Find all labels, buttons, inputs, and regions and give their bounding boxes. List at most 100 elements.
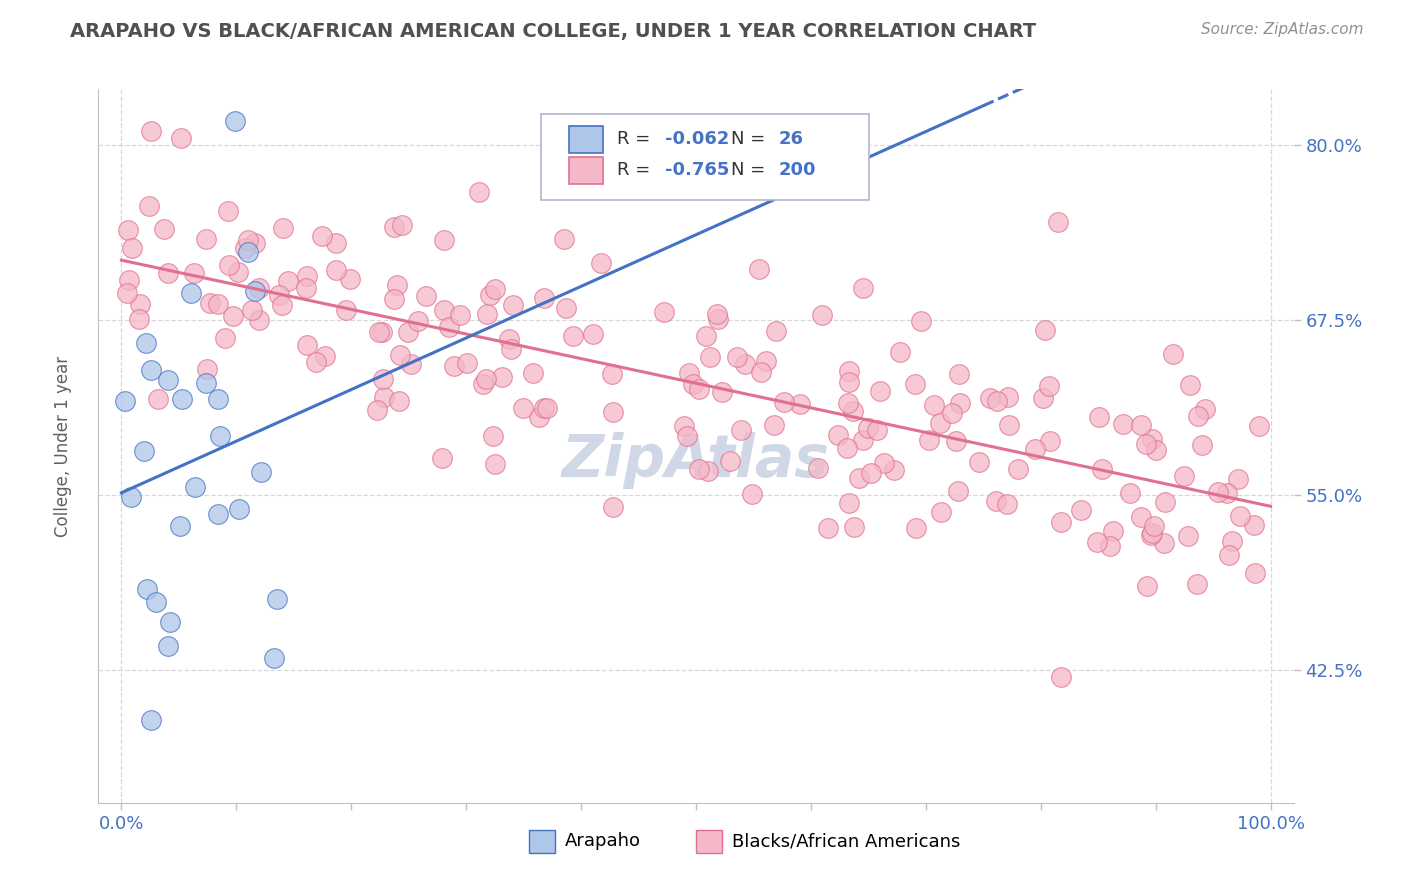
Point xyxy=(118,273,141,287)
Point xyxy=(482,429,505,443)
Point xyxy=(536,401,558,415)
Point xyxy=(273,221,295,235)
Point xyxy=(1218,548,1240,562)
Point xyxy=(869,384,891,399)
Point xyxy=(1229,508,1251,523)
Point xyxy=(1194,401,1216,416)
Point xyxy=(471,376,494,391)
Point xyxy=(437,319,460,334)
Point xyxy=(848,471,870,485)
Point xyxy=(910,314,932,328)
Point xyxy=(811,308,834,322)
Point xyxy=(533,401,555,416)
Point xyxy=(838,496,860,510)
Text: ARAPAHO VS BLACK/AFRICAN AMERICAN COLLEGE, UNDER 1 YEAR CORRELATION CHART: ARAPAHO VS BLACK/AFRICAN AMERICAN COLLEG… xyxy=(70,22,1036,41)
Point xyxy=(773,395,796,409)
Point xyxy=(979,391,1001,405)
Point xyxy=(433,233,456,247)
Point xyxy=(682,376,704,391)
Point xyxy=(589,256,612,270)
Point xyxy=(135,335,157,350)
Point xyxy=(195,362,218,376)
Point xyxy=(243,235,266,250)
Point xyxy=(157,639,180,653)
Point xyxy=(866,423,889,437)
Point xyxy=(1129,417,1152,432)
Text: 26: 26 xyxy=(779,130,803,148)
Point xyxy=(986,393,1008,408)
Point xyxy=(562,328,585,343)
Point xyxy=(842,520,865,534)
Point xyxy=(236,245,259,260)
Point xyxy=(905,521,928,535)
Point xyxy=(997,390,1019,404)
Bar xyxy=(696,830,723,853)
Point xyxy=(1039,434,1062,448)
Point xyxy=(128,312,150,326)
Point xyxy=(688,461,710,475)
Point xyxy=(883,463,905,477)
Point xyxy=(311,228,333,243)
Point xyxy=(235,242,257,256)
Point xyxy=(120,490,142,504)
Point xyxy=(226,265,249,279)
Point xyxy=(807,461,830,475)
Point xyxy=(1187,409,1209,423)
Point xyxy=(512,401,534,415)
Point xyxy=(1129,510,1152,524)
Point xyxy=(554,301,576,315)
Point xyxy=(325,263,347,277)
Point xyxy=(1249,419,1271,434)
Point xyxy=(1206,485,1229,500)
Point xyxy=(146,392,169,407)
Point xyxy=(856,421,879,435)
Point xyxy=(1142,526,1164,541)
Point xyxy=(529,409,551,424)
Point xyxy=(837,395,859,409)
Point xyxy=(152,221,174,235)
Point xyxy=(1091,462,1114,476)
Point xyxy=(499,342,522,356)
Point xyxy=(491,369,513,384)
Point xyxy=(1050,670,1073,684)
Point xyxy=(945,434,967,449)
Point xyxy=(918,433,941,447)
Point xyxy=(399,357,422,371)
Point xyxy=(129,297,152,311)
Point xyxy=(1112,417,1135,432)
Point xyxy=(339,272,361,286)
Point xyxy=(449,308,471,322)
Point xyxy=(269,288,291,302)
Point xyxy=(266,591,288,606)
Point xyxy=(1118,486,1140,500)
Point xyxy=(373,390,395,404)
Point xyxy=(183,266,205,280)
Point xyxy=(1185,577,1208,591)
Point xyxy=(749,365,772,379)
Point xyxy=(1244,566,1267,580)
Point xyxy=(1144,443,1167,458)
Point xyxy=(1047,215,1070,229)
Point xyxy=(1161,347,1184,361)
Point xyxy=(240,303,263,318)
Bar xyxy=(569,157,603,184)
Text: Arapaho: Arapaho xyxy=(565,832,641,850)
Point xyxy=(195,232,218,246)
Point xyxy=(484,457,506,471)
Point xyxy=(929,505,952,519)
Point xyxy=(484,282,506,296)
Point xyxy=(859,467,882,481)
Point xyxy=(718,454,741,468)
Point xyxy=(706,312,728,326)
Point xyxy=(325,235,347,250)
Point xyxy=(305,355,328,369)
Point xyxy=(652,305,675,319)
Text: -0.765: -0.765 xyxy=(665,161,730,179)
Point xyxy=(998,417,1021,432)
Point xyxy=(827,428,849,442)
Point xyxy=(247,313,270,327)
Point xyxy=(207,296,229,310)
Point xyxy=(228,501,250,516)
Point xyxy=(132,444,155,458)
Point xyxy=(217,204,239,219)
